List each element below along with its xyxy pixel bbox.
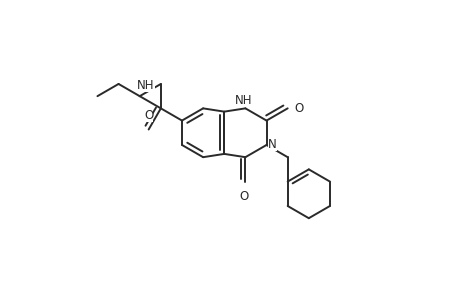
Text: NH: NH [137,79,154,92]
Text: O: O [144,109,153,122]
Text: NH: NH [235,94,252,107]
Text: N: N [268,138,276,151]
Text: O: O [293,102,302,115]
Text: O: O [239,190,248,203]
